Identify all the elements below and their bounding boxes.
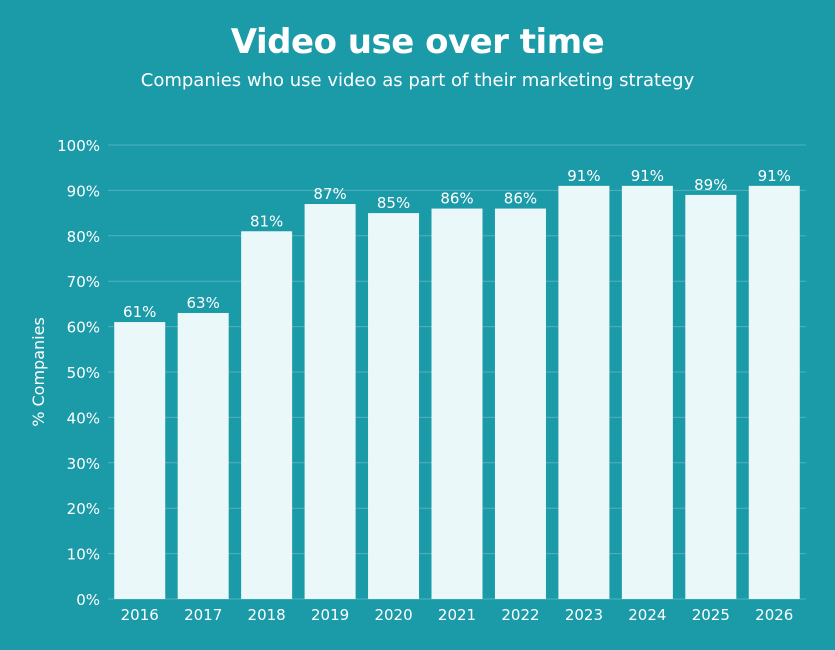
x-tick-label: 2017 <box>184 606 222 624</box>
x-tick-label: 2025 <box>692 606 730 624</box>
bar-2022 <box>494 208 546 599</box>
bar-2023 <box>558 185 610 600</box>
bar-2020 <box>368 213 420 599</box>
y-axis-label: % Companies <box>29 317 48 427</box>
bar-value-label: 81% <box>250 212 283 230</box>
bar-2021 <box>431 208 483 599</box>
bar-2024 <box>621 185 673 600</box>
y-axis-ticks: 0% 10% 20% 30% 40% 50% 60% 70% 80% 90% 100% <box>57 137 100 609</box>
bar-value-label: 85% <box>377 194 410 212</box>
bar-2025 <box>685 194 737 599</box>
bar-value-label: 91% <box>758 167 791 185</box>
bar-2018 <box>241 231 293 599</box>
bar-value-label: 91% <box>631 167 664 185</box>
x-tick-label: 2026 <box>755 606 793 624</box>
bar-value-label: 61% <box>123 303 156 321</box>
y-tick-label: 10% <box>67 546 100 564</box>
bar-2016 <box>114 322 166 599</box>
bar-value-labels: 61% 63% 81% 87% 85% 86% 86% 91% 91% 89% 91% <box>123 167 791 321</box>
chart-subtitle: Companies who use video as part of their… <box>140 70 695 91</box>
x-tick-label: 2020 <box>374 606 412 624</box>
x-tick-label: 2022 <box>501 606 539 624</box>
bar-value-label: 89% <box>694 176 727 194</box>
y-tick-label: 90% <box>67 182 100 200</box>
y-tick-label: 60% <box>67 319 100 337</box>
y-tick-label: 20% <box>67 500 100 518</box>
bar-value-label: 87% <box>313 185 346 203</box>
y-tick-label: 70% <box>67 273 100 291</box>
bars <box>114 185 800 600</box>
x-tick-label: 2019 <box>311 606 349 624</box>
x-tick-label: 2016 <box>121 606 159 624</box>
y-tick-label: 40% <box>67 409 100 427</box>
y-tick-label: 100% <box>57 137 100 155</box>
y-tick-label: 30% <box>67 455 100 473</box>
y-tick-label: 50% <box>67 364 100 382</box>
bar-value-label: 91% <box>567 167 600 185</box>
bar-value-label: 63% <box>187 294 220 312</box>
bar-2026 <box>748 185 800 600</box>
bar-2017 <box>177 312 229 599</box>
y-tick-label: 80% <box>67 228 100 246</box>
bar-value-label: 86% <box>440 190 473 208</box>
x-axis-ticks: 2016 2017 2018 2019 2020 2021 2022 2023 2024 2025… <box>121 606 794 624</box>
x-tick-label: 2023 <box>565 606 603 624</box>
bar-value-label: 86% <box>504 190 537 208</box>
chart-title: Video use over time <box>230 22 605 62</box>
bar-2019 <box>304 204 356 599</box>
y-tick-label: 0% <box>76 591 100 609</box>
x-tick-label: 2024 <box>628 606 666 624</box>
x-tick-label: 2018 <box>248 606 286 624</box>
x-tick-label: 2021 <box>438 606 476 624</box>
